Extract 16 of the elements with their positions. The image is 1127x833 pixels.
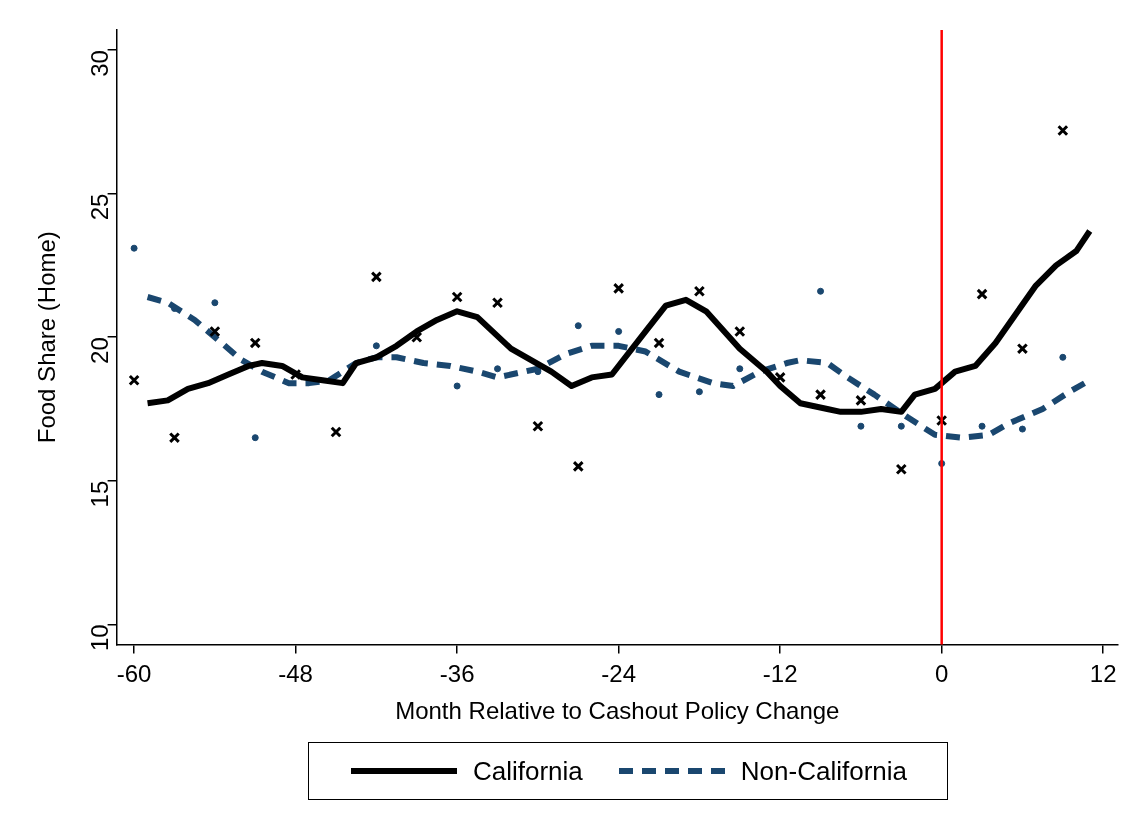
x-tick-label: -12	[762, 660, 798, 688]
x-axis-title: Month Relative to Cashout Policy Change	[395, 697, 840, 725]
x-tick-label: 12	[1089, 660, 1117, 688]
legend-label: California	[472, 755, 583, 787]
x-tick-label: -24	[601, 660, 636, 688]
y-tick-label: 25	[86, 193, 114, 221]
y-tick-label: 20	[86, 337, 114, 364]
y-axis-title: Food Share (Home)	[33, 231, 61, 444]
y-tick-label: 10	[86, 624, 114, 652]
x-tick-label: -48	[278, 660, 313, 688]
legend-label: Non-California	[740, 755, 907, 787]
y-tick-label: 30	[86, 50, 114, 77]
y-tick-label: 15	[86, 480, 114, 508]
x-tick-label: -36	[439, 660, 475, 688]
x-tick-label: -60	[116, 660, 152, 688]
x-tick-label: 0	[935, 660, 949, 688]
